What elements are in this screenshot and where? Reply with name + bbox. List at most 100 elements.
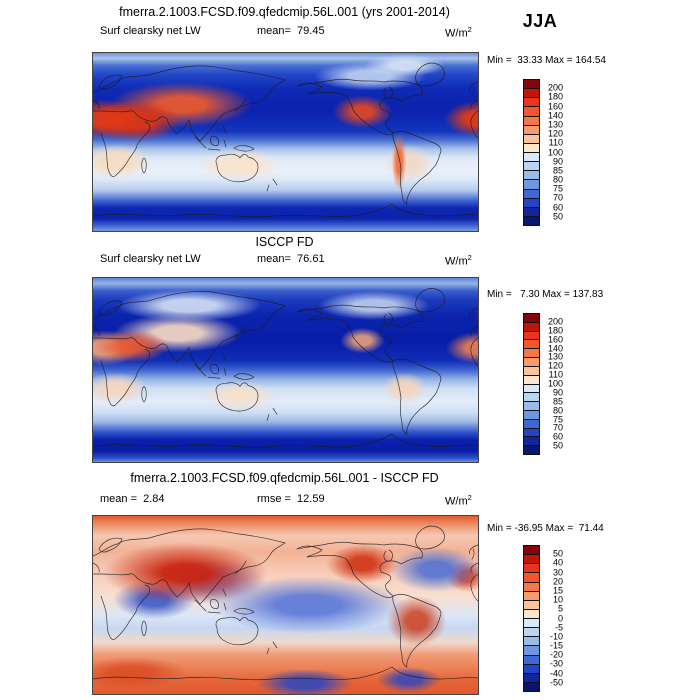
- colorbar-segment: [524, 97, 539, 107]
- colorbar-segment: [524, 590, 539, 600]
- colorbar-segment: [524, 197, 539, 207]
- colorbar-segment: [524, 357, 539, 366]
- colorbar-tick-label: -20: [549, 649, 563, 660]
- colorbar-segment: [524, 636, 539, 646]
- colorbar-segment: [524, 409, 539, 419]
- colorbar-tick-label: 110: [548, 369, 563, 380]
- model-field: [93, 53, 478, 231]
- colorbar-tick-label: 160: [547, 334, 563, 345]
- panel3-rmse-label: rmse = 12.59: [257, 493, 325, 505]
- panel3-minmax-label: Min = -36.95 Max = 71.44: [487, 523, 604, 534]
- colorbar-tick-label: 100: [547, 147, 563, 157]
- colorbar-tick-label: 110: [548, 137, 563, 148]
- colorbar-tick-label: 120: [547, 360, 563, 371]
- colorbar-segment: [524, 618, 539, 628]
- colorbar-segment: [524, 681, 539, 691]
- colorbar-boxes: [523, 313, 540, 455]
- colorbar-tick-label: 140: [547, 343, 563, 353]
- colorbar-tick-label: 60: [552, 431, 563, 442]
- colorbar-tick-label: 0: [557, 613, 563, 623]
- colorbar-tick-label: 70: [552, 192, 563, 203]
- colorbar-tick-label: -10: [549, 631, 563, 642]
- colorbar-tick-label: 140: [547, 110, 563, 121]
- colorbar-segment: [524, 348, 539, 358]
- model-coastline-layer: [93, 62, 478, 218]
- panel1-variable-label: Surf clearsky net LW: [100, 25, 201, 37]
- difference-coastline-layer: [93, 525, 478, 681]
- colorbar-segment: [524, 445, 539, 454]
- colorbar-segment: [524, 179, 539, 189]
- map-model: [92, 52, 479, 232]
- colorbar-segment: [524, 170, 539, 180]
- panel1-minmax-label: Min = 33.33 Max = 164.54: [487, 55, 606, 66]
- reference-coastline-layer: [93, 287, 478, 448]
- colorbar-tick-label: -15: [549, 640, 563, 651]
- colorbar-tick-label: 90: [552, 156, 563, 167]
- colorbar-boxes: [523, 79, 540, 226]
- colorbar-segment: [524, 142, 539, 152]
- colorbar-tick-label: 5: [557, 603, 563, 614]
- panel1-title: fmerra.2.1003.FCSD.f09.qfedcmip.56L.001 …: [119, 5, 450, 19]
- colorbar-tick-label: 100: [547, 378, 563, 389]
- colorbar-segment: [524, 383, 539, 393]
- colorbar-tick-label: 85: [552, 165, 563, 176]
- panel3-mean-label: mean = 2.84: [100, 493, 165, 505]
- panel2-mean-label: mean= 76.61: [257, 253, 325, 265]
- colorbar-segment: [524, 392, 539, 402]
- colorbar-segment: [524, 654, 539, 664]
- difference-field: [93, 516, 478, 694]
- panel2-minmax-label: Min = 7.30 Max = 137.83: [487, 289, 604, 300]
- colorbar-segment: [524, 436, 539, 446]
- colorbar-tick-label: 70: [552, 422, 563, 433]
- colorbar-tick-label: 75: [552, 183, 563, 194]
- colorbar-segment: [524, 627, 539, 637]
- colorbar-segment: [524, 374, 539, 384]
- colorbar-segment: [524, 339, 539, 349]
- panel3-units-label: W/m2: [445, 493, 472, 508]
- colorbar-tick-label: 20: [552, 576, 563, 587]
- panel2-variable-label: Surf clearsky net LW: [100, 253, 201, 265]
- panel2-units-label: W/m2: [445, 253, 472, 268]
- colorbar-segment: [524, 663, 539, 673]
- colorbar-segment: [524, 546, 539, 555]
- colorbar-segment: [524, 206, 539, 216]
- colorbar-segment: [524, 427, 539, 437]
- colorbar-tick-label: 30: [552, 567, 563, 578]
- colorbar-segment: [524, 599, 539, 609]
- colorbar-segment: [524, 115, 539, 125]
- colorbar-segment: [524, 672, 539, 682]
- panel2-title: ISCCP FD: [255, 235, 314, 249]
- colorbar-tick-label: 15: [552, 585, 563, 596]
- colorbar-tick-label: 200: [547, 316, 563, 327]
- colorbar-segment: [524, 401, 539, 410]
- colorbar-segment: [524, 330, 539, 340]
- colorbar-segment: [524, 88, 539, 98]
- colorbar-segment: [524, 152, 539, 162]
- colorbar-segment: [524, 80, 539, 89]
- colorbar-tick-label: 40: [552, 557, 563, 568]
- colorbar-tick-label: 200: [547, 82, 563, 93]
- panel3-units-exponent: 2: [467, 493, 472, 502]
- colorbar-tick-label: -40: [549, 668, 563, 679]
- colorbar-tick-label: 120: [547, 128, 563, 139]
- panel3-title: fmerra.2.1003.FCSD.f09.qfedcmip.56L.001 …: [130, 471, 439, 485]
- colorbar-tick-label: 90: [552, 387, 563, 398]
- colorbar-segment: [524, 133, 539, 143]
- panel1-colorbar: 200 180 160 140 130 120 110 100 90 85 80 75 70 60 50: [523, 79, 567, 226]
- panel2-units-base: W/m: [445, 255, 468, 268]
- colorbar-segment: [524, 321, 539, 331]
- colorbar-segment: [524, 161, 539, 171]
- map-reference: [92, 277, 479, 463]
- season-label: JJA: [522, 11, 558, 31]
- colorbar-tick-label: 50: [552, 548, 563, 559]
- colorbar-segment: [524, 188, 539, 198]
- panel3-units-base: W/m: [445, 495, 468, 508]
- colorbar-segment: [524, 314, 539, 322]
- colorbar-segment: [524, 365, 539, 375]
- colorbar-segment: [524, 645, 539, 655]
- panel2-colorbar: 200 180 160 140 130 120 110 100 90 85 80 75 70 60 50: [523, 313, 567, 455]
- panel1-units-label: W/m2: [445, 25, 472, 40]
- colorbar-tick-label: 75: [552, 414, 563, 424]
- panel2-units-exponent: 2: [467, 253, 472, 262]
